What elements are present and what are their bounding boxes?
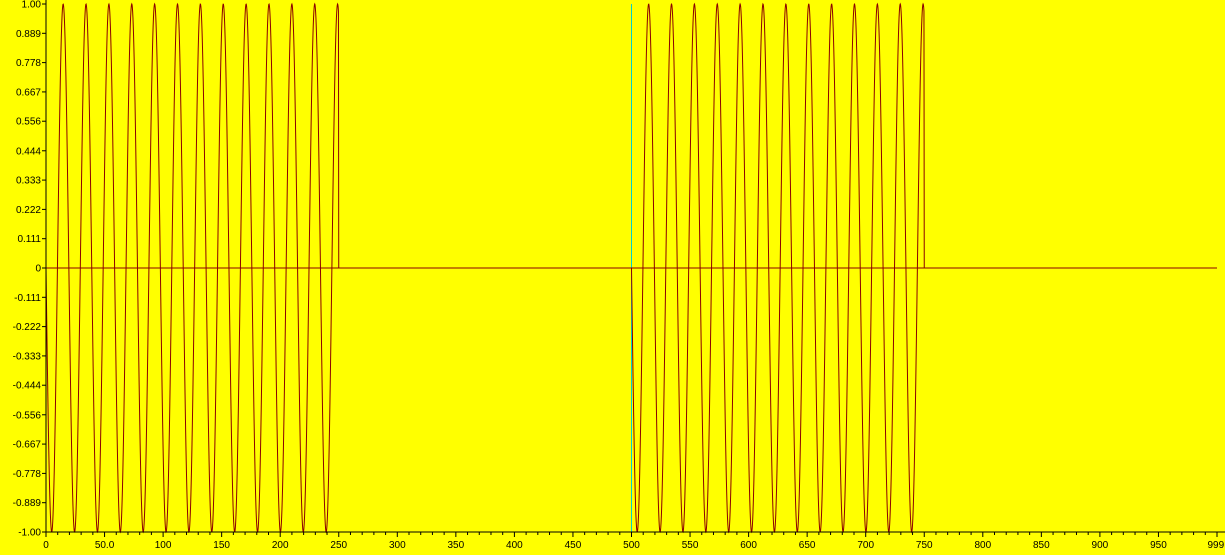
x-tick-label: 300 bbox=[389, 540, 406, 551]
x-tick-label: 350 bbox=[448, 540, 465, 551]
x-tick-label: 999 bbox=[1207, 540, 1224, 551]
x-tick-label: 400 bbox=[506, 540, 523, 551]
x-tick-label: 750 bbox=[916, 540, 933, 551]
x-tick-label: 550 bbox=[682, 540, 699, 551]
x-tick-label: 450 bbox=[565, 540, 582, 551]
y-tick-label: 0.444 bbox=[16, 146, 41, 157]
y-tick-label: -0.556 bbox=[13, 410, 42, 421]
y-tick-label: 0.778 bbox=[16, 58, 41, 69]
x-tick-label: 200 bbox=[272, 540, 289, 551]
y-tick-label: 0.667 bbox=[16, 87, 41, 98]
x-tick-label: 50.0 bbox=[95, 540, 115, 551]
y-tick-label: 0.111 bbox=[17, 234, 41, 245]
y-tick-label: 0.333 bbox=[16, 176, 41, 187]
series-group bbox=[45, 2, 1217, 534]
y-tick-label: 0 bbox=[35, 264, 41, 275]
series-line bbox=[45, 2, 1217, 534]
x-tick-label: 500 bbox=[623, 540, 640, 551]
y-tick-label: -0.778 bbox=[13, 469, 42, 480]
y-tick-label: 0.889 bbox=[16, 29, 41, 40]
x-tick-label: 150 bbox=[213, 540, 230, 551]
y-tick-label: 0.222 bbox=[16, 205, 41, 216]
y-tick-label: -0.222 bbox=[13, 322, 42, 333]
x-tick-label: 650 bbox=[799, 540, 816, 551]
y-tick-label: -0.333 bbox=[13, 351, 42, 362]
y-tick-label: -0.111 bbox=[14, 293, 41, 304]
y-axis-ticks: 1.00 0.889 0.778 0.667 0.556 0.444 0.333 0.222 0… bbox=[13, 0, 46, 539]
x-tick-label: 0 bbox=[43, 540, 49, 551]
y-tick-label: -0.667 bbox=[13, 440, 42, 451]
x-tick-label: 600 bbox=[740, 540, 757, 551]
y-tick-label: 0.556 bbox=[16, 117, 41, 128]
x-tick-label: 100 bbox=[155, 540, 172, 551]
y-tick-label: -0.889 bbox=[13, 498, 42, 509]
y-tick-label: 1.00 bbox=[22, 0, 42, 11]
x-tick-label: 950 bbox=[1150, 540, 1167, 551]
x-tick-label: 250 bbox=[330, 540, 347, 551]
x-tick-label: 800 bbox=[974, 540, 991, 551]
x-axis-ticks: 0 50.0 100 150 200 250 300 350 400 450 500 550 600 65… bbox=[43, 532, 1225, 551]
x-tick-label: 850 bbox=[1033, 540, 1050, 551]
x-tick-label: 900 bbox=[1092, 540, 1109, 551]
y-tick-label: -1.00 bbox=[18, 528, 41, 539]
x-tick-label: 700 bbox=[857, 540, 874, 551]
y-tick-label: -0.444 bbox=[13, 381, 42, 392]
